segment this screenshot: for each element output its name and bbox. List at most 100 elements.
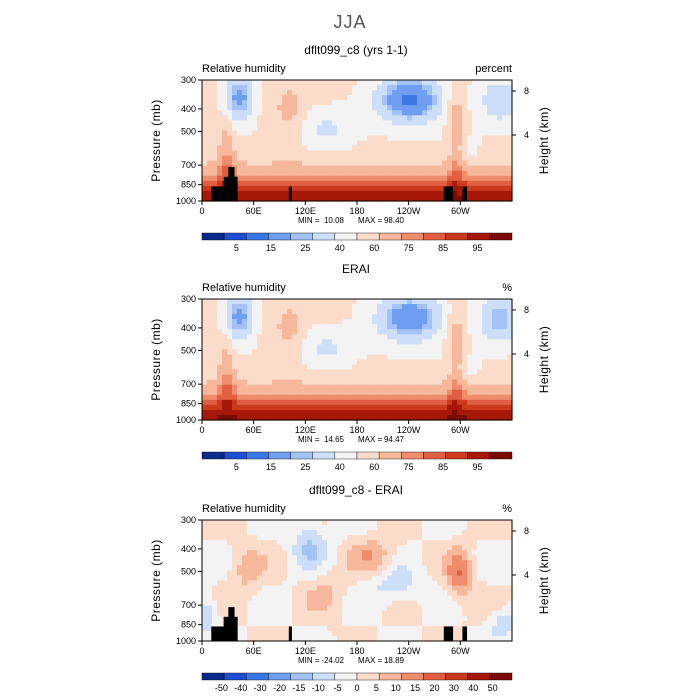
contour-cell bbox=[237, 364, 243, 371]
contour-cell bbox=[212, 550, 218, 556]
contour-cell bbox=[442, 165, 448, 172]
contour-cell bbox=[257, 389, 263, 396]
contour-cell bbox=[487, 135, 493, 142]
contour-cell bbox=[272, 165, 278, 172]
contour-cell bbox=[302, 160, 308, 167]
contour-cell bbox=[362, 585, 368, 592]
contour-cell bbox=[467, 115, 473, 121]
contour-cell bbox=[342, 364, 348, 371]
contour-cell bbox=[387, 379, 393, 386]
contour-cell bbox=[487, 130, 493, 137]
contour-cell bbox=[507, 359, 513, 366]
contour-cell bbox=[502, 540, 508, 546]
contour-cell bbox=[272, 630, 278, 637]
contour-cell bbox=[257, 170, 263, 177]
contour-cell bbox=[287, 409, 293, 416]
contour-cell bbox=[257, 394, 263, 401]
contour-cell bbox=[462, 399, 468, 406]
contour-cell bbox=[397, 600, 403, 607]
contour-cell bbox=[447, 364, 453, 371]
contour-cell bbox=[202, 140, 208, 147]
contour-cell bbox=[207, 130, 213, 137]
contour-cell bbox=[272, 384, 278, 391]
contour-cell bbox=[412, 334, 418, 340]
contour-cell bbox=[352, 525, 358, 531]
contour-cell bbox=[257, 354, 263, 361]
contour-cell bbox=[282, 165, 288, 172]
contour-cell bbox=[327, 299, 333, 305]
contour-cell bbox=[417, 100, 423, 106]
contour-cell bbox=[317, 165, 323, 172]
contour-cell bbox=[227, 379, 233, 386]
contour-cell bbox=[317, 175, 323, 182]
contour-cell bbox=[252, 329, 258, 335]
contour-cell bbox=[347, 80, 353, 86]
contour-cell bbox=[412, 195, 418, 202]
contour-cell bbox=[257, 610, 263, 617]
contour-cell bbox=[352, 359, 358, 366]
contour-cell bbox=[362, 140, 368, 147]
contour-cell bbox=[397, 140, 403, 147]
contour-cell bbox=[467, 404, 473, 411]
contour-cell bbox=[507, 145, 513, 152]
contour-cell bbox=[472, 334, 478, 340]
contour-cell bbox=[297, 384, 303, 391]
contour-cell bbox=[217, 155, 223, 162]
contour-cell bbox=[267, 110, 273, 116]
contour-cell bbox=[442, 309, 448, 315]
contour-cell bbox=[427, 90, 433, 96]
contour-cell bbox=[237, 145, 243, 152]
contour-cell bbox=[437, 175, 443, 182]
contour-cell bbox=[482, 610, 488, 617]
contour-cell bbox=[422, 115, 428, 121]
colorbar-swatch bbox=[223, 451, 247, 460]
contour-cell bbox=[492, 565, 498, 572]
contour-cell bbox=[422, 349, 428, 356]
contour-cell bbox=[352, 384, 358, 391]
contour-cell bbox=[207, 344, 213, 351]
contour-cell bbox=[252, 389, 258, 396]
contour-cell bbox=[352, 344, 358, 351]
contour-cell bbox=[462, 304, 468, 310]
contour-cell bbox=[252, 530, 258, 536]
contour-cell bbox=[217, 570, 223, 577]
contour-cell bbox=[462, 600, 468, 607]
contour-cell bbox=[282, 369, 288, 376]
contour-cell bbox=[297, 105, 303, 111]
contour-cell bbox=[337, 605, 343, 612]
contour-cell bbox=[287, 100, 293, 106]
y-tick-label: 300 bbox=[181, 294, 196, 304]
contour-cell bbox=[317, 185, 323, 192]
contour-cell bbox=[387, 414, 393, 421]
contour-cell bbox=[447, 394, 453, 401]
contour-cell bbox=[232, 110, 238, 116]
contour-cell bbox=[497, 304, 503, 310]
contour-cell bbox=[347, 324, 353, 330]
contour-cell bbox=[417, 555, 423, 561]
contour-cell bbox=[477, 550, 483, 556]
contour-cell bbox=[217, 304, 223, 310]
contour-cell bbox=[207, 379, 213, 386]
min-label: MIN = bbox=[298, 216, 320, 225]
contour-cell bbox=[417, 585, 423, 592]
contour-cell bbox=[397, 339, 403, 345]
contour-cell bbox=[472, 389, 478, 396]
contour-cell bbox=[467, 339, 473, 345]
contour-cell bbox=[312, 630, 318, 637]
contour-cell bbox=[462, 359, 468, 366]
contour-cell bbox=[392, 100, 398, 106]
contour-cell bbox=[432, 620, 438, 627]
contour-cell bbox=[472, 125, 478, 132]
contour-cell bbox=[242, 374, 248, 381]
contour-cell bbox=[492, 610, 498, 617]
contour-cell bbox=[357, 339, 363, 345]
contour-cell bbox=[347, 299, 353, 305]
colorbar-label: 15 bbox=[266, 243, 276, 253]
contour-cell bbox=[437, 334, 443, 340]
contour-cell bbox=[342, 140, 348, 147]
contour-cell bbox=[267, 560, 273, 566]
contour-cell bbox=[507, 585, 513, 592]
contour-cell bbox=[262, 610, 268, 617]
contour-cell bbox=[447, 389, 453, 396]
contour-cell bbox=[457, 130, 463, 137]
